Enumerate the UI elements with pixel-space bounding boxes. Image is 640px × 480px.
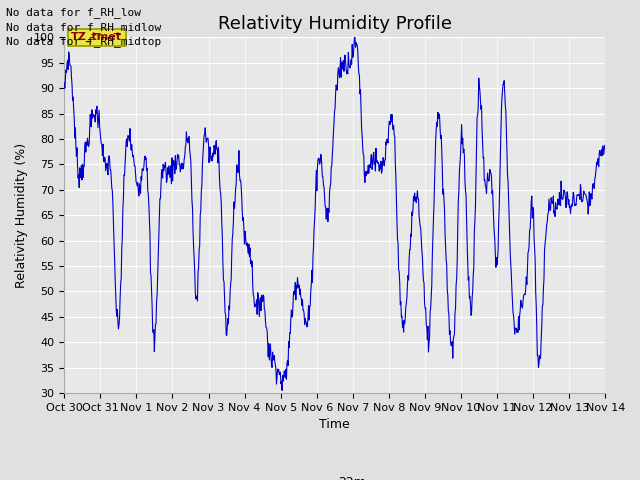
Text: TZ_tmet: TZ_tmet	[71, 32, 122, 42]
Legend: 22m: 22m	[298, 470, 371, 480]
Text: No data for f_RH_low: No data for f_RH_low	[6, 7, 141, 18]
Text: No data for f_RH_midlow: No data for f_RH_midlow	[6, 22, 162, 33]
X-axis label: Time: Time	[319, 419, 350, 432]
Text: No data for f_RH_midtop: No data for f_RH_midtop	[6, 36, 162, 47]
Y-axis label: Relativity Humidity (%): Relativity Humidity (%)	[15, 143, 28, 288]
Title: Relativity Humidity Profile: Relativity Humidity Profile	[218, 15, 452, 33]
